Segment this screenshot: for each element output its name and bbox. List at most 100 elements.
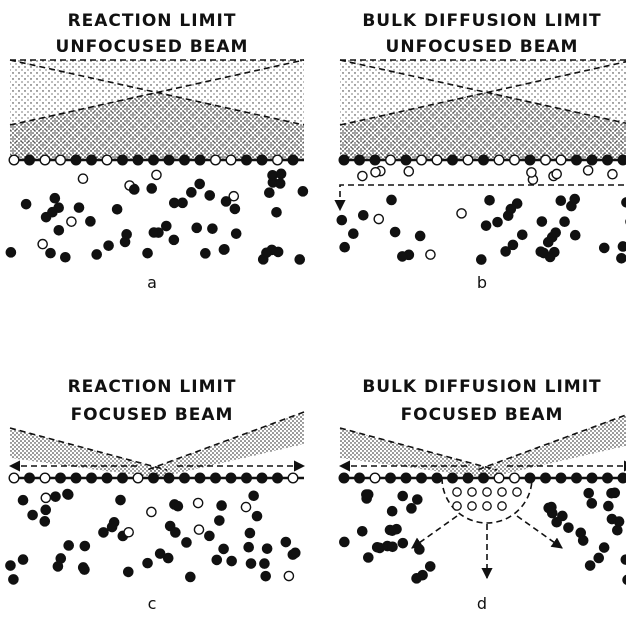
vacancy — [498, 488, 506, 496]
atom — [364, 553, 373, 562]
atom — [385, 525, 394, 534]
atom — [358, 527, 367, 536]
atom — [485, 196, 494, 205]
atom — [143, 249, 152, 258]
panel-label: c — [148, 594, 157, 613]
vacancy — [371, 168, 380, 177]
surface-vacancy — [494, 473, 504, 483]
atom — [340, 243, 349, 252]
atom — [182, 538, 191, 547]
surface-vacancy — [386, 155, 396, 165]
atom — [41, 505, 50, 514]
atom — [217, 501, 226, 510]
diffusion-front — [340, 185, 626, 210]
surface-atom — [102, 473, 112, 483]
surface-atom — [587, 155, 597, 165]
atom — [618, 242, 626, 251]
panel-label: a — [147, 273, 157, 292]
surface-atom — [180, 155, 190, 165]
vacancy — [194, 498, 203, 507]
panel-title: BULK DIFFUSION LIMIT — [362, 377, 601, 397]
surface-atom — [71, 473, 81, 483]
surface-atom — [355, 473, 365, 483]
surface-atom — [87, 155, 97, 165]
atom — [116, 495, 125, 504]
atom — [265, 188, 274, 197]
surface-vacancy — [417, 155, 427, 165]
atom — [337, 216, 346, 225]
vacancy — [152, 170, 161, 179]
atom — [205, 191, 214, 200]
atom — [295, 255, 304, 264]
surface-vacancy — [102, 155, 112, 165]
surface-atom — [339, 473, 349, 483]
surface-atom — [572, 473, 582, 483]
vacancy — [483, 488, 491, 496]
atom — [22, 200, 31, 209]
beam-left — [10, 428, 167, 478]
surface-atom — [525, 473, 535, 483]
surface-atom — [525, 155, 535, 165]
atom — [6, 248, 15, 257]
vacancy — [426, 250, 435, 259]
surface-vacancy — [40, 473, 50, 483]
surface-atom — [587, 473, 597, 483]
atom — [130, 185, 139, 194]
atom — [398, 252, 407, 261]
vacancy — [41, 493, 50, 502]
atom — [398, 539, 407, 548]
atom — [120, 237, 129, 246]
surface-atom — [273, 473, 283, 483]
atom — [362, 490, 371, 499]
atom — [215, 516, 224, 525]
atom — [143, 559, 152, 568]
vacancy — [584, 166, 593, 175]
surface-atom — [401, 473, 411, 483]
surface-atom — [370, 155, 380, 165]
atom — [246, 559, 255, 568]
atom — [104, 241, 113, 250]
surface-atom — [242, 473, 252, 483]
figure: REACTION LIMIT UNFOCUSED BEAM a BULK DIFFUS… — [0, 0, 626, 622]
atom — [547, 502, 556, 511]
surface-atom — [25, 155, 35, 165]
atom — [149, 228, 158, 237]
surface-vacancy — [9, 155, 19, 165]
atom — [622, 198, 626, 207]
surface-atom — [618, 155, 626, 165]
surface-atom — [572, 155, 582, 165]
atom — [113, 205, 122, 214]
vacancy — [194, 525, 203, 534]
surface-vacancy — [541, 155, 551, 165]
surface-atom — [149, 473, 159, 483]
surface-vacancy — [288, 473, 298, 483]
atom — [18, 555, 27, 564]
atom — [413, 495, 422, 504]
atom — [415, 545, 424, 554]
surface-atom — [71, 155, 81, 165]
atom — [508, 240, 517, 249]
atom — [268, 171, 277, 180]
atom — [388, 507, 397, 516]
vacancy — [498, 502, 506, 510]
atom — [276, 179, 285, 188]
atom — [99, 528, 108, 537]
vacancy — [284, 571, 293, 580]
vacancy — [552, 169, 561, 178]
panel-title: UNFOCUSED BEAM — [56, 37, 249, 57]
atom — [373, 543, 382, 552]
atom — [244, 543, 253, 552]
surface-atom — [211, 473, 221, 483]
atom — [281, 537, 290, 546]
atom — [340, 537, 349, 546]
vacancy — [404, 167, 413, 176]
panel-title: REACTION LIMIT — [68, 11, 237, 31]
vacancy — [457, 209, 466, 218]
surface-atom — [386, 473, 396, 483]
atom — [416, 231, 425, 240]
atom — [147, 184, 156, 193]
atom — [170, 198, 179, 207]
panel-title: REACTION LIMIT — [68, 377, 237, 397]
surface-atom — [195, 473, 205, 483]
surface-atom — [401, 155, 411, 165]
